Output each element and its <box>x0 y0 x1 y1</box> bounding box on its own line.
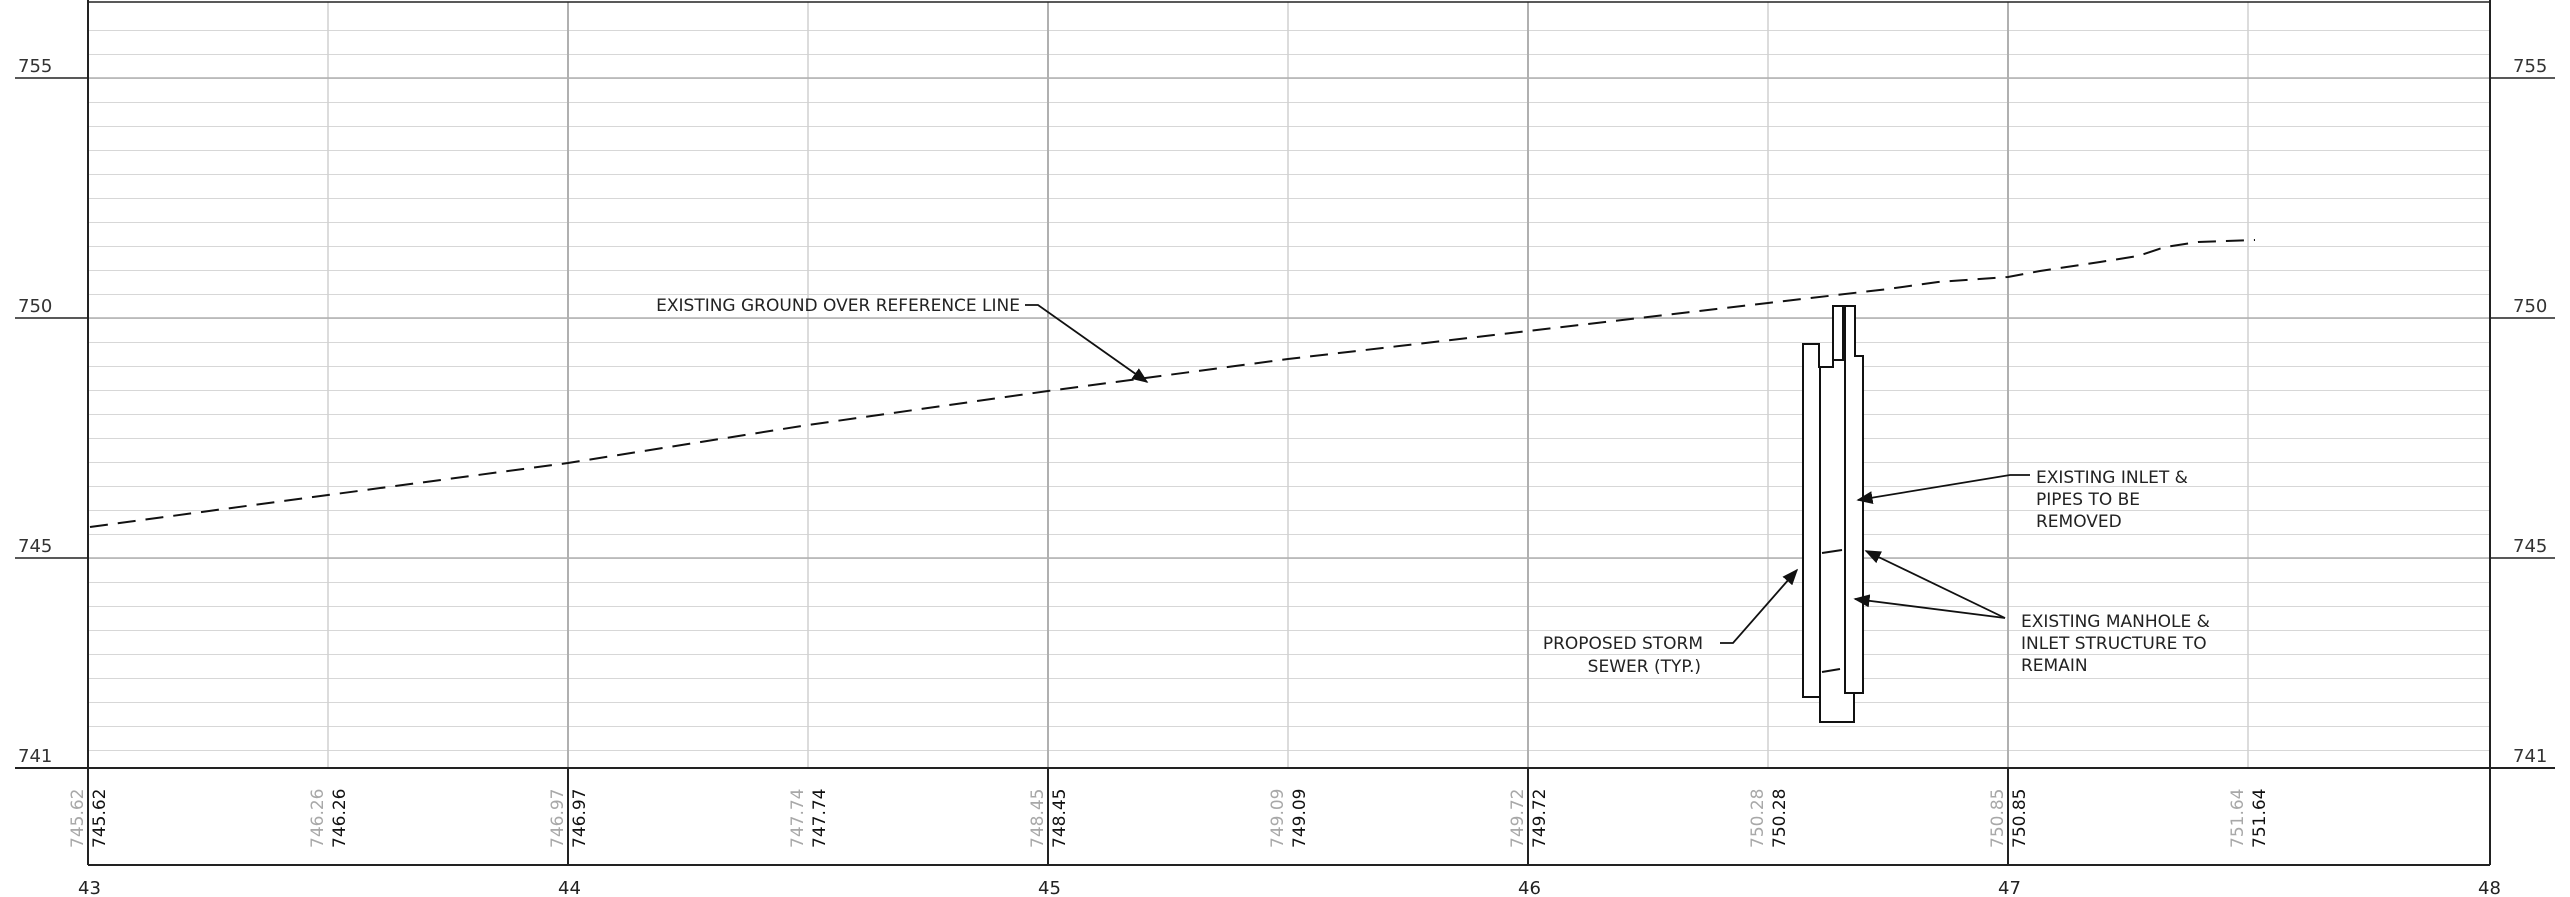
annotation-leaders <box>1025 304 2030 644</box>
storm-sewer-annotation: PROPOSED STORM <box>1543 634 1703 654</box>
station-label: 44 <box>558 878 581 897</box>
profile-frame <box>15 0 2555 866</box>
existing-ground-line <box>89 239 2256 528</box>
manhole-remain-annotation: INLET STRUCTURE TO <box>2021 634 2207 654</box>
elevation-label: 745 <box>18 536 52 557</box>
elevation-label: 750 <box>2513 296 2547 317</box>
existing-grade-label: 746.26 <box>308 789 328 848</box>
existing-inlet-pipe <box>1832 305 1844 361</box>
existing-grade-label: 749.09 <box>1268 789 1288 848</box>
storm-sewer-annotation: SEWER (TYP.) <box>1588 657 1701 677</box>
elevation-label: 741 <box>18 746 52 767</box>
proposed-grade-label: 747.74 <box>810 789 830 848</box>
station-label: 46 <box>1518 878 1541 897</box>
station-label: 48 <box>2478 878 2501 897</box>
existing-grade-label: 747.74 <box>788 789 808 848</box>
grid-vertical-lines <box>327 2 2249 865</box>
manhole-remain-annotation: REMAIN <box>2021 656 2088 676</box>
proposed-grade-label: 748.45 <box>1050 789 1070 848</box>
proposed-storm-sewer-pipe <box>1802 343 1821 698</box>
proposed-grade-label: 745.62 <box>90 789 110 848</box>
elevation-labels-left: 755 750 745 741 <box>18 56 52 767</box>
grade-labels: 745.62 745.62 746.26 746.26 746.97 746.9… <box>68 789 2270 848</box>
proposed-grade-label: 746.26 <box>330 789 350 848</box>
station-labels: 43 44 45 46 47 48 <box>78 878 2501 897</box>
proposed-grade-label: 746.97 <box>570 789 590 848</box>
existing-grade-label: 749.72 <box>1508 789 1528 848</box>
proposed-grade-label: 750.85 <box>2010 789 2030 848</box>
elevation-ticks <box>15 77 2555 559</box>
elevation-label: 741 <box>2513 746 2547 767</box>
manhole-remain-annotation: EXISTING MANHOLE & <box>2021 612 2210 632</box>
existing-grade-label: 750.85 <box>1988 789 2008 848</box>
existing-grade-label: 746.97 <box>548 789 568 848</box>
elevation-label: 750 <box>18 296 52 317</box>
elevation-labels-right: 755 750 745 741 <box>2513 56 2547 767</box>
station-label: 45 <box>1038 878 1061 897</box>
proposed-grade-label: 751.64 <box>2250 789 2270 848</box>
existing-grade-label: 751.64 <box>2228 789 2248 848</box>
inlet-removed-annotation: EXISTING INLET & <box>2036 468 2188 488</box>
proposed-grade-label: 749.72 <box>1530 789 1550 848</box>
drainage-structures <box>1802 305 1864 723</box>
elevation-label: 755 <box>18 56 52 77</box>
proposed-grade-label: 750.28 <box>1770 789 1790 848</box>
proposed-grade-label: 749.09 <box>1290 789 1310 848</box>
grid-major-lines <box>88 77 2490 559</box>
elevation-label: 755 <box>2513 56 2547 77</box>
inlet-removed-annotation: PIPES TO BE <box>2036 490 2140 510</box>
inlet-removed-annotation: REMOVED <box>2036 512 2122 532</box>
existing-grade-label: 748.45 <box>1028 789 1048 848</box>
existing-grade-label: 745.62 <box>68 789 88 848</box>
station-label: 47 <box>1998 878 2021 897</box>
existing-ground-annotation: EXISTING GROUND OVER REFERENCE LINE <box>656 296 1020 316</box>
station-label: 43 <box>78 878 101 897</box>
annotations: EXISTING GROUND OVER REFERENCE LINE EXIS… <box>656 296 2210 677</box>
elevation-label: 745 <box>2513 536 2547 557</box>
existing-grade-label: 750.28 <box>1748 789 1768 848</box>
